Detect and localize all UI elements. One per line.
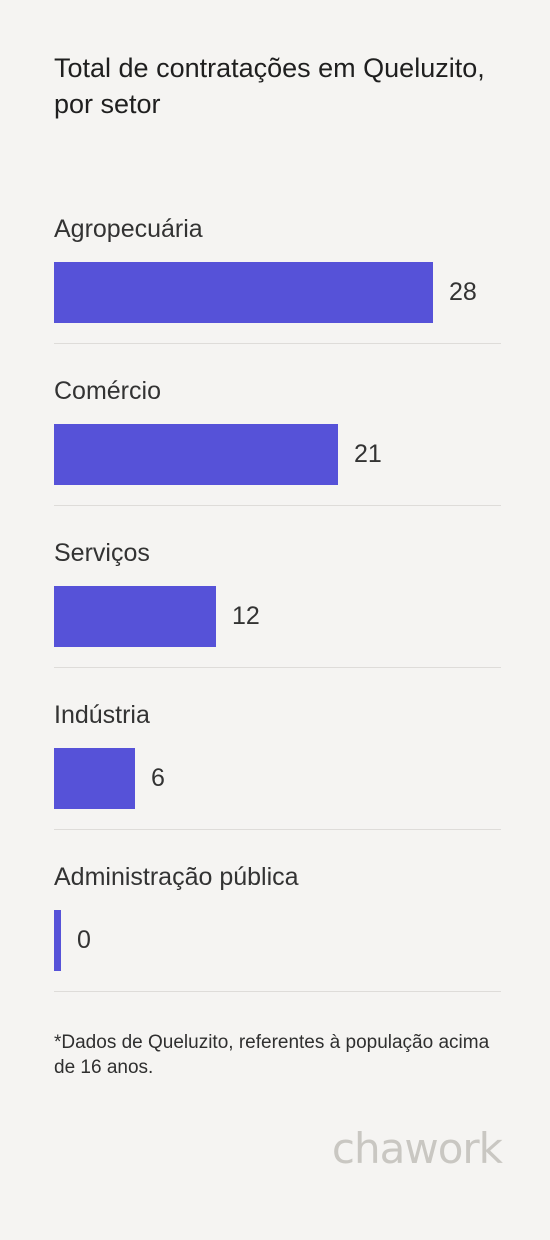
row-divider <box>54 829 501 830</box>
bar-row: Administração pública 0 <box>54 844 501 1006</box>
bar-row: Comércio 21 <box>54 358 501 520</box>
value-label: 12 <box>232 602 260 630</box>
bar-chart: Agropecuária 28 Comércio 21 Serviços 12 Indúst… <box>54 196 501 1006</box>
category-label: Serviços <box>54 539 150 567</box>
value-label: 21 <box>354 440 382 468</box>
category-label: Indústria <box>54 701 150 729</box>
bar <box>54 424 338 485</box>
bar <box>54 748 135 809</box>
bar <box>54 910 61 971</box>
footnote: *Dados de Queluzito, referentes à popula… <box>54 1032 490 1078</box>
row-divider <box>54 667 501 668</box>
brand-logo: chawork <box>331 1124 503 1173</box>
bar-row: Agropecuária 28 <box>54 196 501 358</box>
bar-row: Serviços 12 <box>54 520 501 682</box>
category-label: Comércio <box>54 377 161 405</box>
chart-title: Total de contratações em Queluzito, por … <box>54 53 485 119</box>
bar-row: Indústria 6 <box>54 682 501 844</box>
value-label: 28 <box>449 278 477 306</box>
bar <box>54 262 433 323</box>
category-label: Administração pública <box>54 863 299 891</box>
row-divider <box>54 505 501 506</box>
bar <box>54 586 216 647</box>
value-label: 6 <box>151 764 165 792</box>
row-divider <box>54 991 501 992</box>
row-divider <box>54 343 501 344</box>
category-label: Agropecuária <box>54 215 203 243</box>
value-label: 0 <box>77 926 91 954</box>
